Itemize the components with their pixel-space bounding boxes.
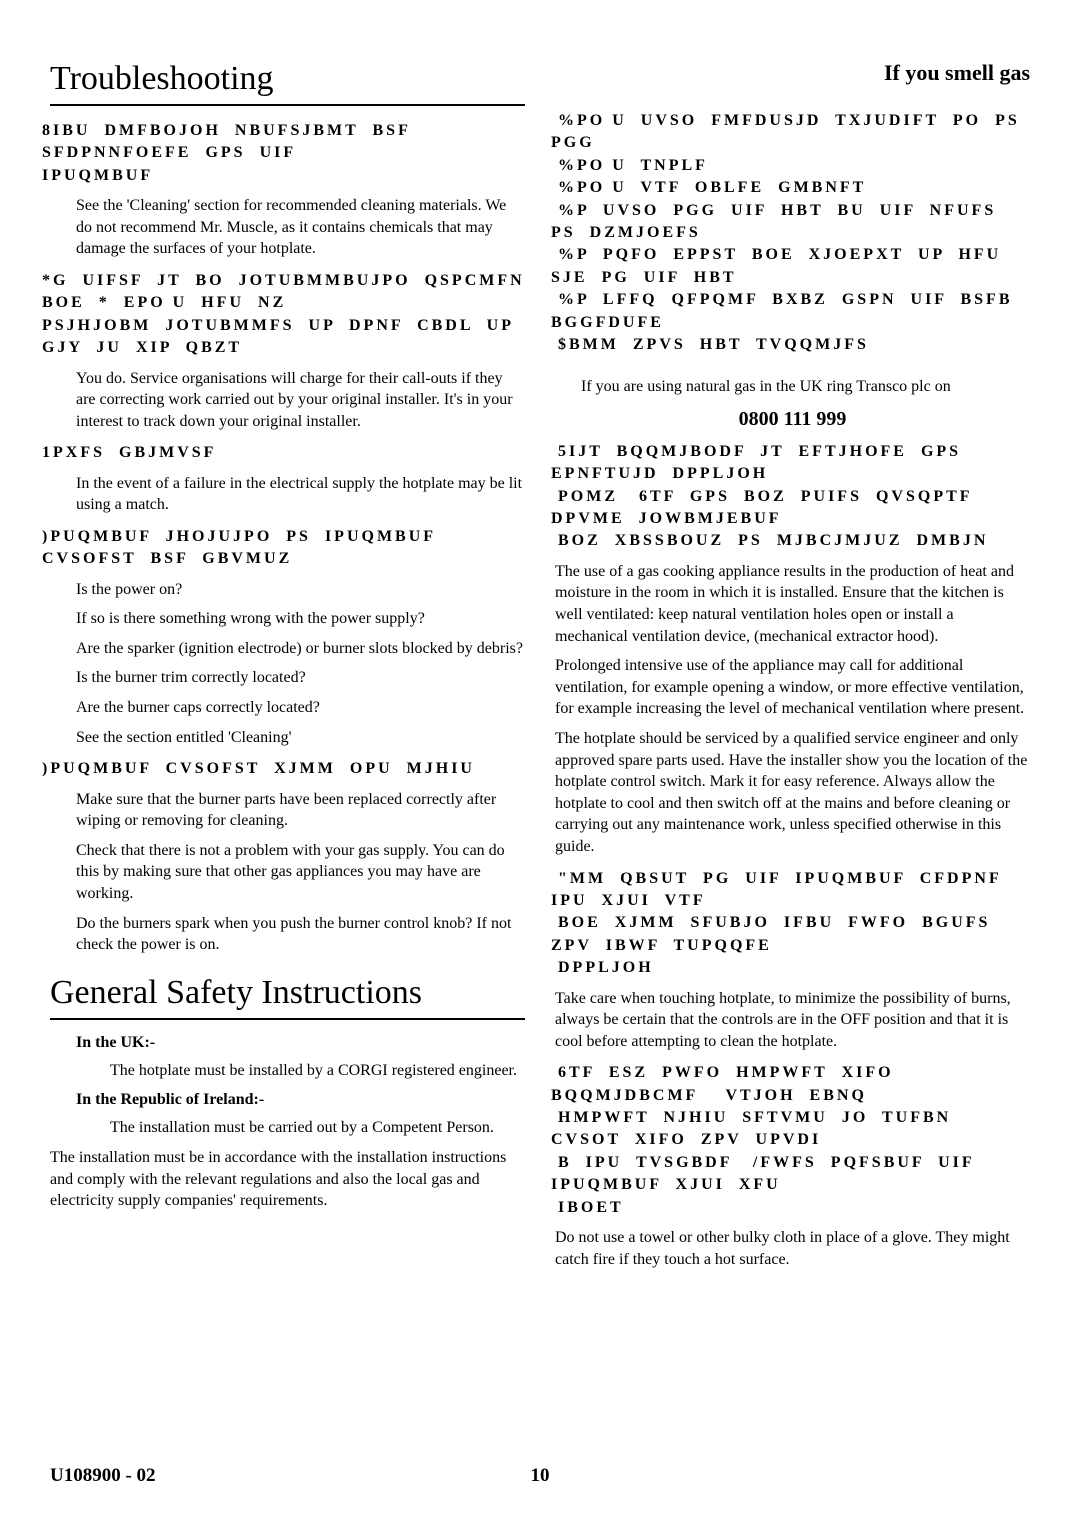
text-install: The installation must be in accordance w… <box>50 1147 525 1212</box>
answer-5b: Check that there is not a problem with y… <box>76 840 525 905</box>
label-roi: In the Republic of Ireland:- <box>76 1091 525 1109</box>
garbled-gas-list: %PO U UVSO FMFDUSJD TXJUDIFT PO PS PGG %… <box>551 110 1030 356</box>
heading-smell-gas: If you smell gas <box>884 60 1030 86</box>
answer-5a: Make sure that the burner parts have bee… <box>76 789 525 832</box>
heading-general-safety: General Safety Instructions <box>50 974 525 1020</box>
garbled-q5: )PUQMBUF CVSOFST XJMM OPU MJHIU <box>42 758 525 780</box>
garbled-hot-parts: "MM QBSUT PG UIF IPUQMBUF CFDPNF IPU XJU… <box>551 868 1030 980</box>
label-uk: In the UK:- <box>76 1034 525 1052</box>
answer-4b: If so is there something wrong with the … <box>76 608 525 630</box>
answer-5c: Do the burners spark when you push the b… <box>76 913 525 956</box>
answer-3: In the event of a failure in the electri… <box>76 473 525 516</box>
garbled-q1: 8IBU DMFBOJOH NBUFSJBMT BSF SFDPNNFOEFE … <box>42 120 525 187</box>
text-ventilation-1: The use of a gas cooking appliance resul… <box>555 561 1030 647</box>
answer-4d: Is the burner trim correctly located? <box>76 667 525 689</box>
text-ventilation-2: Prolonged intensive use of the appliance… <box>555 655 1030 720</box>
answer-4a: Is the power on? <box>76 579 525 601</box>
text-take-care: Take care when touching hotplate, to min… <box>555 988 1030 1053</box>
answer-4f: See the section entitled 'Cleaning' <box>76 727 525 749</box>
text-transco: If you are using natural gas in the UK r… <box>581 376 1030 398</box>
garbled-q3: 1PXFS GBJMVSF <box>42 442 525 464</box>
garbled-q2: *G UIFSF JT BO JOTUBMMBUJPO QSPCMFN BOE … <box>42 270 525 360</box>
footer-page-number: 10 <box>531 1465 550 1487</box>
phone-number: 0800 111 999 <box>555 408 1030 431</box>
garbled-q4: )PUQMBUF JHOJUJPO PS IPUQMBUF CVSOFST BS… <box>42 526 525 571</box>
answer-2: You do. Service organisations will charg… <box>76 368 525 433</box>
garbled-design: 5IJT BQQMJBODF JT EFTJHOFE GPS EPNFTUJD … <box>551 441 1030 553</box>
answer-1: See the 'Cleaning' section for recommend… <box>76 195 525 260</box>
answer-4e: Are the burner caps correctly located? <box>76 697 525 719</box>
text-service: The hotplate should be serviced by a qua… <box>555 728 1030 858</box>
text-uk: The hotplate must be installed by a CORG… <box>110 1060 525 1082</box>
heading-troubleshooting: Troubleshooting <box>50 60 525 106</box>
text-roi: The installation must be carried out by … <box>110 1117 525 1139</box>
garbled-gloves: 6TF ESZ PWFO HMPWFT XIFO BQQMJDBCMF VTJO… <box>551 1062 1030 1219</box>
text-towel: Do not use a towel or other bulky cloth … <box>555 1227 1030 1270</box>
answer-4c: Are the sparker (ignition electrode) or … <box>76 638 525 660</box>
